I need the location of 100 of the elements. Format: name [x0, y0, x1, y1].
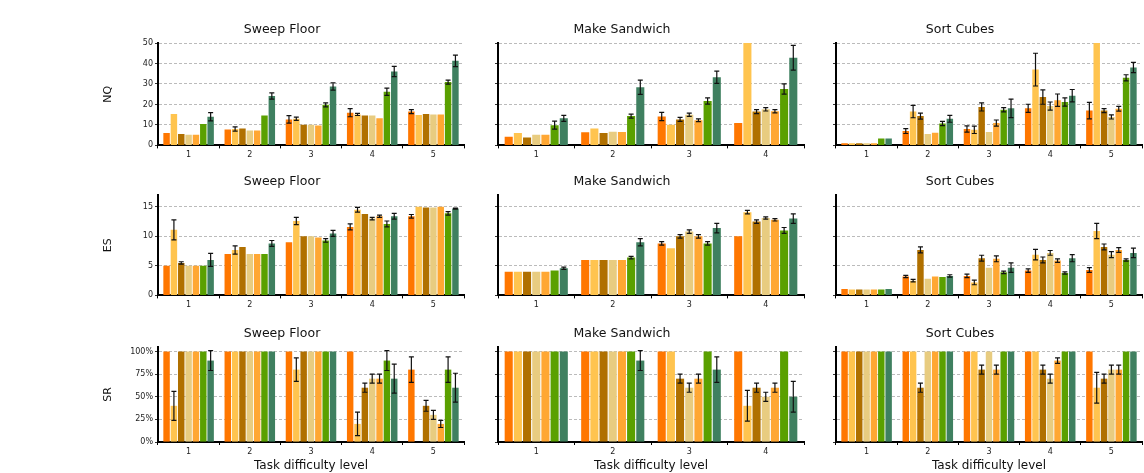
x-tick-label: 1	[864, 300, 870, 310]
y-tick-label: 100%	[130, 346, 154, 356]
bar	[315, 351, 322, 442]
bar	[408, 111, 415, 145]
bar	[559, 351, 568, 442]
bar	[939, 351, 946, 442]
bar	[581, 351, 590, 442]
chart-title: Make Sandwich	[573, 324, 671, 340]
bar	[694, 120, 703, 145]
bar	[1093, 43, 1100, 145]
bar	[293, 220, 300, 295]
chart-title: Make Sandwich	[573, 172, 671, 188]
y-tick-label: 15	[142, 201, 153, 211]
bar	[789, 218, 798, 295]
x-tick-label: 4	[369, 300, 375, 310]
bar	[346, 351, 354, 442]
bar	[300, 124, 307, 145]
bar	[1000, 109, 1007, 145]
bar	[761, 109, 770, 145]
bar	[163, 265, 170, 295]
bar	[946, 351, 954, 442]
bar	[415, 206, 422, 295]
bar	[354, 209, 361, 295]
bar	[1115, 369, 1122, 442]
bar	[300, 236, 307, 295]
bar	[581, 259, 590, 295]
bar	[863, 351, 870, 442]
x-tick-label: 1	[864, 446, 870, 456]
x-tick-label: 2	[925, 150, 931, 160]
bar	[841, 351, 848, 442]
bar	[617, 351, 626, 442]
bar	[504, 271, 513, 295]
bar	[848, 351, 856, 442]
y-tick-label: 50	[142, 38, 153, 48]
y-tick-label: 40	[142, 58, 153, 68]
bar	[1100, 378, 1108, 442]
bar	[391, 216, 398, 295]
bar	[734, 236, 743, 295]
bar	[885, 351, 892, 442]
x-tick-label: 1	[533, 150, 539, 160]
chart-title: Sort Cubes	[925, 20, 995, 36]
bar	[924, 133, 932, 145]
bar	[452, 387, 459, 442]
bar	[931, 351, 939, 442]
bar	[224, 129, 231, 145]
x-tick-label: 4	[763, 446, 769, 456]
bar	[752, 111, 761, 145]
bar	[541, 271, 550, 295]
x-tick-label: 4	[1047, 150, 1053, 160]
bar	[322, 104, 329, 145]
bar	[856, 351, 863, 442]
bar	[1108, 254, 1115, 295]
x-tick-label: 1	[533, 446, 539, 456]
bar	[878, 289, 885, 295]
bar	[985, 351, 993, 442]
bar	[246, 351, 254, 442]
x-tick-label: 3	[686, 300, 692, 310]
x-tick-label: 1	[186, 150, 192, 160]
x-tick-label: 3	[308, 446, 314, 456]
y-tick-label: 10	[142, 120, 153, 129]
bar	[676, 378, 685, 442]
x-tick-label: 2	[247, 150, 253, 160]
bar	[878, 351, 885, 442]
bar	[376, 118, 383, 145]
bar	[532, 134, 541, 145]
bar	[422, 207, 430, 295]
x-axis-title: Task difficulty level	[931, 457, 1046, 472]
bar	[963, 351, 971, 442]
bar	[939, 277, 946, 295]
bar	[870, 351, 878, 442]
bar	[391, 71, 398, 145]
bar	[1130, 67, 1137, 145]
bar	[368, 218, 376, 295]
bar	[361, 213, 369, 295]
bar	[676, 119, 685, 145]
bar	[608, 259, 617, 295]
bar	[541, 351, 550, 442]
bar	[1122, 351, 1130, 442]
bar	[541, 134, 550, 145]
bar	[408, 369, 415, 442]
bar	[885, 138, 892, 145]
bar	[452, 60, 459, 145]
bar	[1024, 351, 1032, 442]
bar	[993, 123, 1000, 145]
x-axis-title: Task difficulty level	[593, 457, 708, 472]
bar	[978, 106, 985, 145]
bar	[636, 360, 645, 442]
bar	[231, 351, 239, 442]
bar	[617, 259, 626, 295]
bar	[1007, 351, 1015, 442]
bar	[971, 282, 978, 295]
bar	[437, 206, 444, 295]
x-tick-label: 5	[1108, 446, 1114, 456]
bar	[1032, 254, 1039, 295]
bar	[300, 351, 307, 442]
y-axis-title: NQ	[101, 85, 115, 103]
bar	[848, 289, 856, 295]
bar	[676, 236, 685, 295]
bar	[408, 216, 415, 295]
bar	[246, 254, 254, 295]
